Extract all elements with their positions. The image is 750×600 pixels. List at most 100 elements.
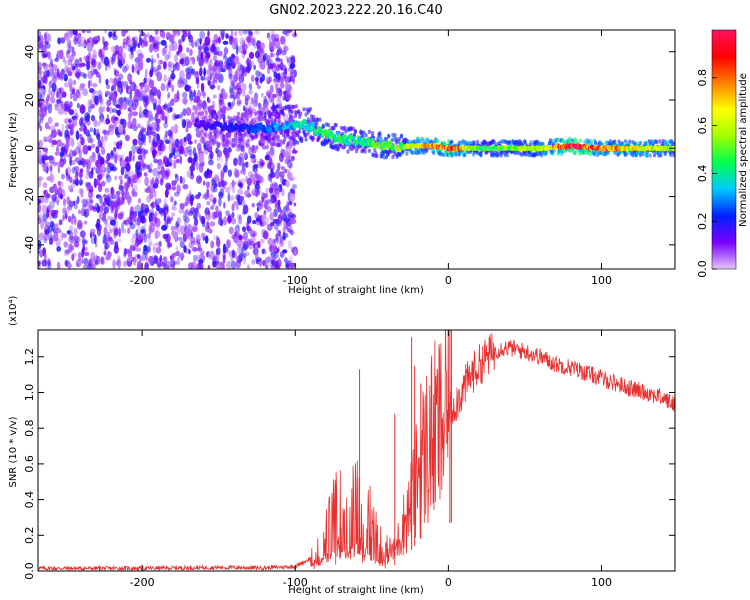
spectrogram-noise-cell — [99, 204, 104, 210]
y-tick-label: 0 — [23, 145, 36, 152]
spectrogram-noise-cell — [194, 95, 201, 104]
spectrogram-noise-cell — [226, 64, 231, 71]
spectrogram-noise-cell — [247, 185, 250, 191]
spectrogram-noise-cell — [123, 260, 127, 268]
spectrogram-noise-cell — [166, 241, 171, 249]
spectrogram-noise-cell — [160, 39, 167, 46]
spectrogram-noise-cell — [74, 241, 80, 248]
spectrogram-halo-cell — [241, 137, 245, 143]
spectrogram-noise-cell — [151, 58, 154, 67]
spectrogram-noise-cell — [102, 104, 106, 113]
spectrogram-noise-cell — [135, 247, 142, 252]
spectrogram-noise-cell — [237, 87, 243, 95]
spectrogram-noise-cell — [176, 158, 180, 164]
spectrogram-halo-cell — [506, 152, 510, 158]
spectrogram-noise-cell — [207, 80, 211, 86]
spectrogram-noise-cell — [43, 71, 48, 77]
spectrogram-noise-cell — [269, 197, 274, 205]
spectrogram-noise-cell — [287, 208, 292, 218]
spectrogram-noise-cell — [79, 57, 82, 62]
spectrogram-noise-cell — [72, 252, 77, 258]
spectrogram-ridge-cell — [254, 124, 259, 129]
spectrogram-noise-cell — [242, 240, 249, 245]
spectrogram-halo-cell — [573, 137, 577, 142]
spectrogram-noise-cell — [38, 40, 42, 50]
spectrogram-noise-cell — [231, 249, 235, 258]
spectrogram-noise-cell — [290, 188, 294, 195]
spectrogram-noise-cell — [90, 64, 95, 71]
spectrogram-noise-cell — [66, 34, 71, 45]
spectrogram-noise-cell — [160, 83, 166, 92]
spectrogram-noise-cell — [182, 78, 188, 85]
spectrogram-noise-cell — [267, 54, 271, 65]
spectrogram-noise-cell — [147, 245, 151, 253]
spectrogram-noise-cell — [144, 74, 148, 85]
spectrogram-noise-cell — [228, 183, 234, 190]
spectrogram-halo-cell — [208, 114, 212, 119]
spectrogram-noise-cell — [280, 149, 286, 158]
spectrogram-noise-cell — [67, 153, 71, 158]
spectrogram-noise-cell — [198, 259, 204, 265]
spectrogram-noise-cell — [173, 159, 177, 169]
spectrogram-noise-cell — [170, 73, 176, 80]
spectrogram-noise-cell — [222, 40, 229, 45]
spectrogram-noise-cell — [86, 30, 91, 34]
spectrogram-noise-cell — [109, 228, 113, 234]
spectrogram-noise-cell — [235, 203, 239, 211]
spectrogram-noise-cell — [134, 98, 139, 107]
spectrogram-noise-cell — [147, 110, 153, 120]
spectrogram-noise-cell — [152, 167, 159, 177]
spectrogram-noise-cell — [87, 146, 92, 151]
spectrogram-noise-cell — [98, 194, 103, 203]
spectrogram-ridge-cell — [344, 140, 349, 146]
spectrogram-noise-cell — [124, 134, 130, 142]
spectrogram-noise-cell — [142, 95, 147, 103]
spectrogram-noise-cell — [101, 203, 104, 210]
spectrogram-noise-cell — [42, 53, 48, 58]
spectrogram-noise-cell — [88, 80, 91, 89]
spectrogram-noise-cell — [108, 127, 115, 136]
spectrogram-noise-cell — [40, 84, 46, 90]
spectrogram-noise-cell — [138, 33, 142, 44]
spectrogram-noise-cell — [72, 93, 78, 102]
spectrogram-noise-cell — [79, 230, 86, 238]
spectrogram-halo-cell — [235, 131, 240, 136]
spectrogram-noise-cell — [162, 61, 167, 70]
spectrogram-noise-cell — [167, 64, 172, 72]
spectrogram-noise-cell — [273, 239, 276, 244]
spectrogram-halo-cell — [321, 123, 325, 128]
spectrogram-noise-cell — [273, 182, 278, 188]
spectrogram-noise-cell — [140, 158, 144, 166]
spectrogram-noise-cell — [126, 216, 132, 223]
spectrogram-noise-cell — [255, 70, 260, 77]
spectrogram-noise-cell — [82, 264, 88, 269]
spectrogram-noise-cell — [136, 123, 142, 129]
spectrogram-noise-cell — [153, 102, 157, 111]
spectrogram-noise-cell — [56, 246, 62, 252]
spectrogram-halo-cell — [216, 132, 220, 138]
spectrogram-frame — [37, 29, 676, 270]
spectrogram-noise-cell — [50, 129, 57, 139]
spectrogram-noise-cell — [112, 31, 117, 38]
spectrogram-noise-cell — [74, 235, 79, 242]
spectrogram-noise-cell — [258, 176, 265, 184]
spectrogram-noise-cell — [180, 58, 185, 65]
spectrogram-noise-cell — [43, 156, 50, 161]
spectrogram-noise-cell — [47, 258, 51, 266]
spectrogram-ridge-cell — [266, 124, 271, 130]
spectrogram-noise-cell — [228, 213, 232, 220]
spectrogram-noise-cell — [243, 30, 248, 35]
spectrogram-noise-cell — [289, 230, 294, 235]
spectrogram-noise-cell — [198, 152, 205, 163]
spectrogram-noise-cell — [60, 37, 66, 44]
spectrogram-noise-cell — [111, 189, 115, 196]
spectrogram-halo-cell — [277, 115, 281, 120]
spectrogram-noise-cell — [282, 235, 286, 241]
spectrogram-noise-cell — [44, 32, 47, 42]
spectrogram-halo-cell — [226, 144, 230, 149]
spectrogram-ridge-cell — [202, 119, 206, 125]
spectrogram-halo-cell — [295, 140, 300, 145]
spectrogram-noise-cell — [71, 65, 76, 71]
spectrogram-noise-cell — [118, 175, 123, 180]
spectrogram-halo-cell — [258, 117, 262, 122]
